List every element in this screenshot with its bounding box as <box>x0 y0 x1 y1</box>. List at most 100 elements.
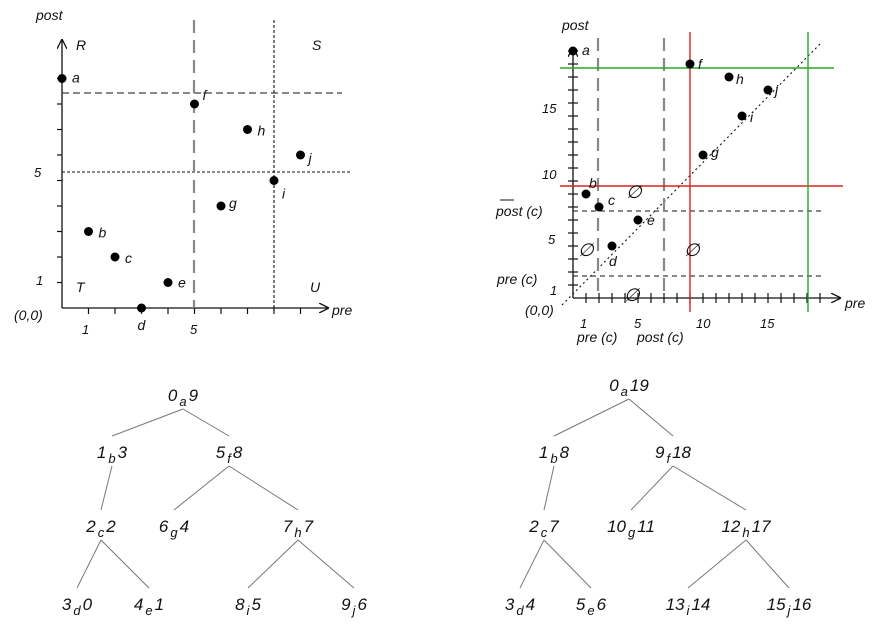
right-point-i <box>737 111 747 121</box>
tree-right-edge <box>745 539 790 589</box>
tree-right-edge <box>687 539 747 589</box>
tree-left-edge <box>111 408 184 437</box>
region-r-label: R <box>76 37 86 53</box>
right-axis-ticks <box>568 50 821 303</box>
right-x-tick-15: 15 <box>760 316 775 331</box>
tree-right-edges <box>519 398 790 589</box>
right-point-label-g: g <box>711 144 719 160</box>
tree-right-edge <box>628 398 674 437</box>
left-point-label-a: a <box>72 70 80 86</box>
right-pre-c-label: pre (c) <box>496 271 537 287</box>
left-point-f <box>190 99 199 109</box>
region-t-label: T <box>76 279 86 295</box>
tree-right-node-a: 0 a 19 <box>609 376 649 399</box>
tree-right-edge <box>672 465 747 511</box>
left-point-j <box>296 150 305 160</box>
tree-right-edge <box>543 465 555 511</box>
right-point-label-b: b <box>589 175 597 191</box>
tree-right-edge <box>553 398 630 437</box>
left-y-tick-5: 5 <box>34 165 42 180</box>
right-x-tick-1: 1 <box>580 316 587 331</box>
right-point-b <box>581 189 591 199</box>
right-point-c <box>594 202 604 212</box>
tree-left: 0 a 9 1 b 3 5 f 8 2 c 2 6 g 4 7 h 7 3 d 0 4 e 1 8 i 5 9 j 6 <box>62 386 368 618</box>
right-y-tick-15: 15 <box>542 101 557 116</box>
tree-right-node-j: 15 j 16 <box>767 595 812 618</box>
right-point-label-i: i <box>750 109 754 125</box>
left-point-g <box>216 201 226 211</box>
left-point-label-b: b <box>99 225 107 241</box>
left-x-tick-5: 5 <box>190 322 198 337</box>
right-x-tick-5: 5 <box>634 316 642 331</box>
right-point-j <box>763 85 773 95</box>
right-x-axis-label: pre <box>844 295 865 311</box>
left-point-label-c: c <box>125 250 132 266</box>
right-point-e <box>633 215 643 225</box>
left-y-axis-label: post <box>35 7 64 23</box>
right-point-label-j: j <box>773 82 779 98</box>
tree-right-edge <box>519 539 545 589</box>
left-plot: post pre (0,0) R S T U 1 5 5 1 a b c d e f g h i… <box>14 7 352 337</box>
tree-right-edge <box>630 465 674 511</box>
region-u-label: U <box>310 279 321 295</box>
right-y-tick-5: 5 <box>548 232 556 247</box>
tree-right: 0 a 19 1 b 8 9 f 18 2 c 7 10 g 11 12 h 17 3 d 4 5 e 6 13 i 14 15 j 16 <box>505 376 812 618</box>
left-point-a <box>57 74 67 83</box>
tree-left-edge <box>100 465 113 511</box>
right-y-tick-1: 1 <box>550 283 557 298</box>
right-point-label-f: f <box>698 56 704 72</box>
right-origin-label: (0,0) <box>525 302 554 318</box>
right-point-d <box>607 241 617 251</box>
left-point-label-f: f <box>203 87 209 103</box>
left-point-label-d: d <box>138 317 147 333</box>
tree-right-node-i: 13 i 14 <box>666 595 711 618</box>
left-point-e <box>163 278 173 287</box>
tree-left-edge <box>173 465 230 511</box>
tree-right-node-g: 10 g 11 <box>607 517 655 540</box>
left-point-label-i: i <box>282 186 286 202</box>
right-y-axis-label: post <box>561 17 590 33</box>
right-plot: post pre (0,0) 1 5 10 15 15 10 5 1 post … <box>495 17 865 345</box>
empty-set-symbol-2: ∅ <box>578 240 595 260</box>
right-post-c-label: post (c) <box>495 203 543 219</box>
left-point-i <box>269 176 279 185</box>
tree-right-node-f: 9 f 18 <box>655 443 692 466</box>
right-point-label-c: c <box>608 192 615 208</box>
tree-right-edge <box>543 539 592 589</box>
left-point-h <box>243 125 252 134</box>
right-point-g <box>698 150 708 160</box>
left-point-label-j: j <box>307 150 313 166</box>
tree-left-edge <box>76 539 102 589</box>
left-point-c <box>110 252 120 262</box>
right-y-tick-10: 10 <box>542 167 557 182</box>
right-post-c-x-label: post (c) <box>636 329 684 345</box>
left-origin-label: (0,0) <box>14 307 43 323</box>
tree-left-edge <box>182 408 230 437</box>
empty-set-symbol-4: ∅ <box>624 285 641 305</box>
tree-left-edge <box>297 539 355 589</box>
right-point-label-a: a <box>582 42 590 58</box>
right-point-f <box>685 59 695 69</box>
right-point-label-h: h <box>736 71 744 87</box>
right-pre-c-x-label: pre (c) <box>576 329 617 345</box>
right-diagonal-line <box>561 41 823 306</box>
empty-set-symbol-1: ∅ <box>626 182 643 202</box>
right-point-label-e: e <box>647 212 655 228</box>
tree-left-edges <box>76 408 355 589</box>
left-point-label-e: e <box>178 275 186 291</box>
left-point-label-g: g <box>229 195 237 211</box>
tree-left-edge <box>228 465 299 511</box>
